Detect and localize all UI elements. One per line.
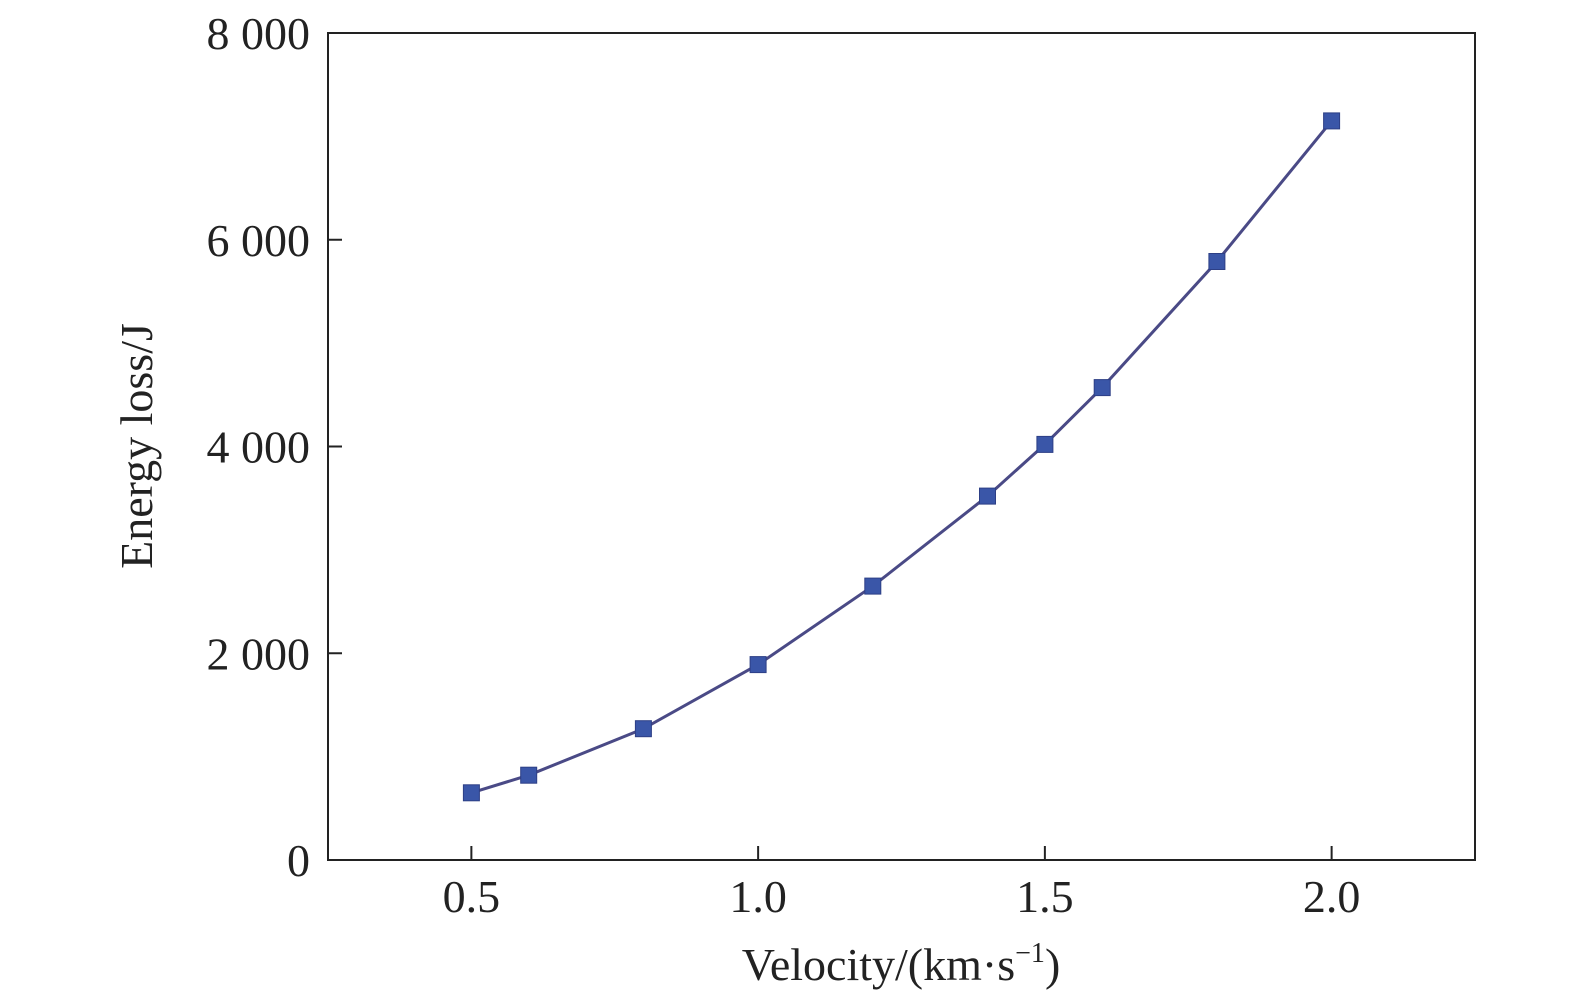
y-tick-label: 4 000 (207, 422, 311, 473)
x-axis-ticks: 0.5 1.0 1.5 2.0 (443, 846, 1361, 922)
data-point-marker (1208, 253, 1226, 270)
x-axis-title-superscript: −1 (1015, 938, 1045, 969)
y-tick-label: 2 000 (207, 628, 311, 679)
y-tick-label: 6 000 (207, 215, 311, 266)
x-tick-label: 1.0 (729, 871, 787, 922)
y-axis-title: Energy loss/J (111, 323, 162, 569)
data-point-marker (979, 487, 996, 505)
data-point-marker (520, 766, 538, 784)
data-point-marker (462, 784, 480, 802)
x-axis-title-main: Velocity/(km·s (742, 939, 1015, 990)
data-point-marker (1036, 435, 1054, 453)
x-axis-title-close: ) (1045, 939, 1060, 990)
data-point-marker (1093, 379, 1111, 397)
x-axis-title: Velocity/(km·s−1) (742, 938, 1061, 990)
x-tick-label: 1.5 (1016, 871, 1074, 922)
data-point-marker (1323, 112, 1341, 130)
data-point-marker (634, 720, 652, 738)
data-point-marker (864, 577, 882, 595)
x-tick-label: 2.0 (1303, 871, 1361, 922)
x-tick-label: 0.5 (443, 871, 501, 922)
series-line (470, 119, 1333, 795)
y-tick-label: 0 (287, 835, 310, 886)
y-tick-label: 8 000 (207, 8, 311, 59)
y-axis-ticks: 0 2 000 4 000 6 000 8 000 (207, 8, 342, 886)
series-markers (462, 112, 1341, 802)
data-point-marker (749, 656, 767, 674)
